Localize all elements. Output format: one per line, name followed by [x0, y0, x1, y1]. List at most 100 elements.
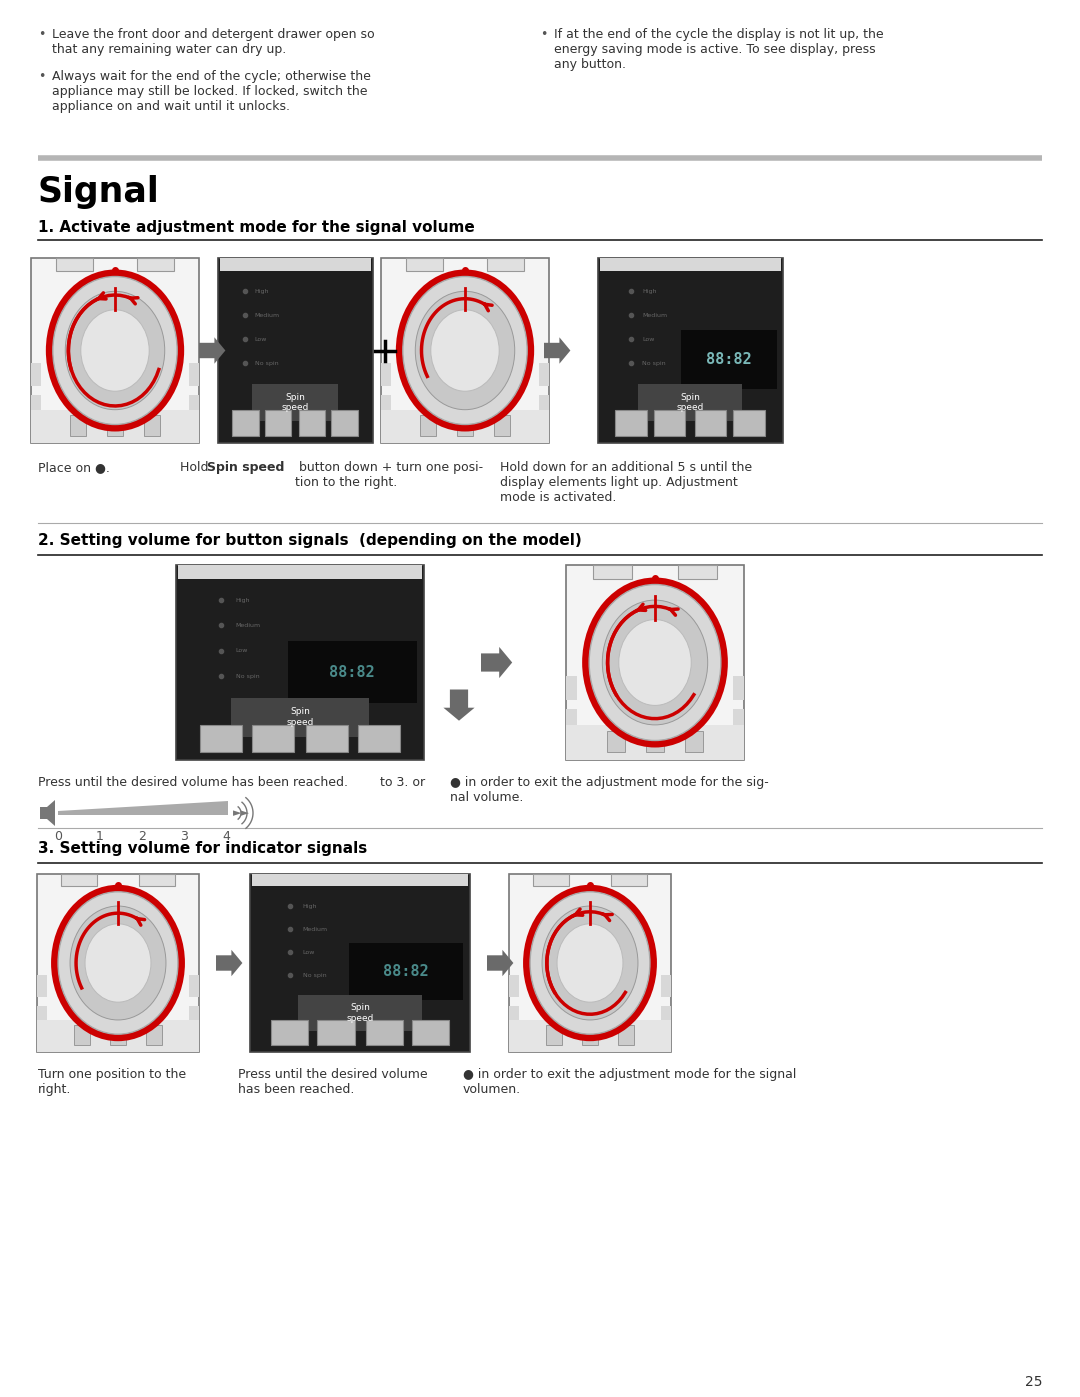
Bar [189, 1006, 199, 1027]
Text: Press until the desired volume has been reached.: Press until the desired volume has been … [38, 775, 348, 789]
Text: Leave the front door and detergent drawer open so
that any remaining water can d: Leave the front door and detergent drawe… [52, 28, 375, 56]
Bar [299, 409, 325, 436]
Bar [189, 975, 199, 997]
Polygon shape [544, 337, 570, 363]
Text: 25: 25 [1025, 1375, 1042, 1389]
Bar [653, 409, 686, 436]
Bar [599, 258, 781, 271]
Text: Low: Low [302, 950, 315, 954]
Text: Spin
speed: Spin speed [676, 393, 704, 412]
Polygon shape [487, 950, 513, 977]
Text: Turn one position to the
right.: Turn one position to the right. [38, 1067, 186, 1097]
Text: •: • [540, 28, 548, 41]
Bar [733, 710, 744, 732]
Text: 0: 0 [54, 830, 62, 842]
Text: Spin
speed: Spin speed [281, 393, 309, 412]
Text: Medium: Medium [235, 623, 260, 627]
Bar [249, 875, 470, 1052]
Bar [509, 1020, 671, 1052]
Bar [176, 564, 424, 760]
Bar [332, 409, 357, 436]
Ellipse shape [530, 891, 650, 1034]
Bar [406, 258, 443, 271]
Bar [487, 258, 524, 271]
Text: Low: Low [642, 337, 654, 342]
Text: Spin
speed: Spin speed [347, 1003, 374, 1023]
Bar [381, 363, 391, 386]
Text: 88:82: 88:82 [383, 964, 429, 979]
Bar [359, 725, 401, 752]
Bar [566, 710, 577, 732]
Text: 88:82: 88:82 [706, 352, 752, 367]
Bar [509, 875, 671, 1052]
Bar [219, 258, 370, 271]
Bar [457, 415, 473, 436]
Bar [618, 1025, 634, 1045]
Ellipse shape [45, 270, 185, 432]
Text: ● in order to exit the adjustment mode for the signal
volumen.: ● in order to exit the adjustment mode f… [463, 1067, 796, 1097]
Bar [232, 409, 258, 436]
Text: High: High [302, 904, 318, 908]
Bar [107, 415, 123, 436]
Bar [189, 395, 199, 418]
Polygon shape [481, 647, 512, 678]
Text: High: High [235, 598, 249, 602]
Bar [539, 363, 549, 386]
Text: Always wait for the end of the cycle; otherwise the
appliance may still be locke: Always wait for the end of the cycle; ot… [52, 70, 370, 113]
Bar [287, 641, 417, 704]
Bar [593, 564, 632, 578]
Text: No spin: No spin [235, 673, 259, 679]
Polygon shape [216, 950, 242, 977]
Bar [146, 1025, 162, 1045]
Bar [144, 415, 160, 436]
Bar [252, 875, 468, 887]
Text: Spin speed: Spin speed [207, 461, 284, 474]
Text: If at the end of the cycle the display is not lit up, the
energy saving mode is : If at the end of the cycle the display i… [554, 28, 883, 71]
Bar [271, 1020, 308, 1045]
Text: Medium: Medium [255, 313, 280, 319]
Bar [230, 697, 369, 736]
Bar [566, 564, 744, 760]
Ellipse shape [619, 620, 691, 705]
Bar [178, 564, 422, 578]
Text: Low: Low [255, 337, 267, 342]
Polygon shape [199, 337, 226, 363]
Ellipse shape [403, 277, 527, 425]
Text: Press until the desired volume
has been reached.: Press until the desired volume has been … [238, 1067, 428, 1097]
Text: Low: Low [235, 648, 248, 654]
Bar [110, 1025, 126, 1045]
Bar [509, 975, 518, 997]
Bar [546, 1025, 563, 1045]
Bar [31, 409, 199, 443]
Bar [381, 409, 549, 443]
Bar [69, 415, 86, 436]
Ellipse shape [542, 907, 638, 1020]
Text: 2. Setting volume for button signals  (depending on the model): 2. Setting volume for button signals (de… [38, 534, 582, 548]
Ellipse shape [58, 891, 178, 1034]
Text: Hold down for an additional 5 s until the
display elements light up. Adjustment
: Hold down for an additional 5 s until th… [500, 461, 752, 504]
Bar [411, 1020, 449, 1045]
Bar [686, 731, 703, 752]
Text: 2: 2 [138, 830, 146, 842]
Bar [661, 975, 671, 997]
Text: •: • [38, 70, 45, 82]
Bar [189, 363, 199, 386]
Bar [37, 975, 46, 997]
Bar [62, 875, 97, 887]
Text: No spin: No spin [642, 360, 665, 366]
Ellipse shape [431, 310, 499, 391]
Bar [381, 258, 549, 443]
Bar [646, 731, 664, 752]
Bar [31, 258, 199, 443]
Bar [37, 875, 199, 1052]
Bar [200, 725, 242, 752]
Text: High: High [642, 289, 657, 293]
Text: Medium: Medium [302, 926, 328, 932]
Ellipse shape [603, 601, 707, 725]
Bar [566, 725, 744, 760]
Bar [694, 409, 726, 436]
Polygon shape [444, 690, 474, 721]
Ellipse shape [396, 270, 535, 432]
Bar [638, 384, 742, 420]
Ellipse shape [416, 292, 515, 409]
